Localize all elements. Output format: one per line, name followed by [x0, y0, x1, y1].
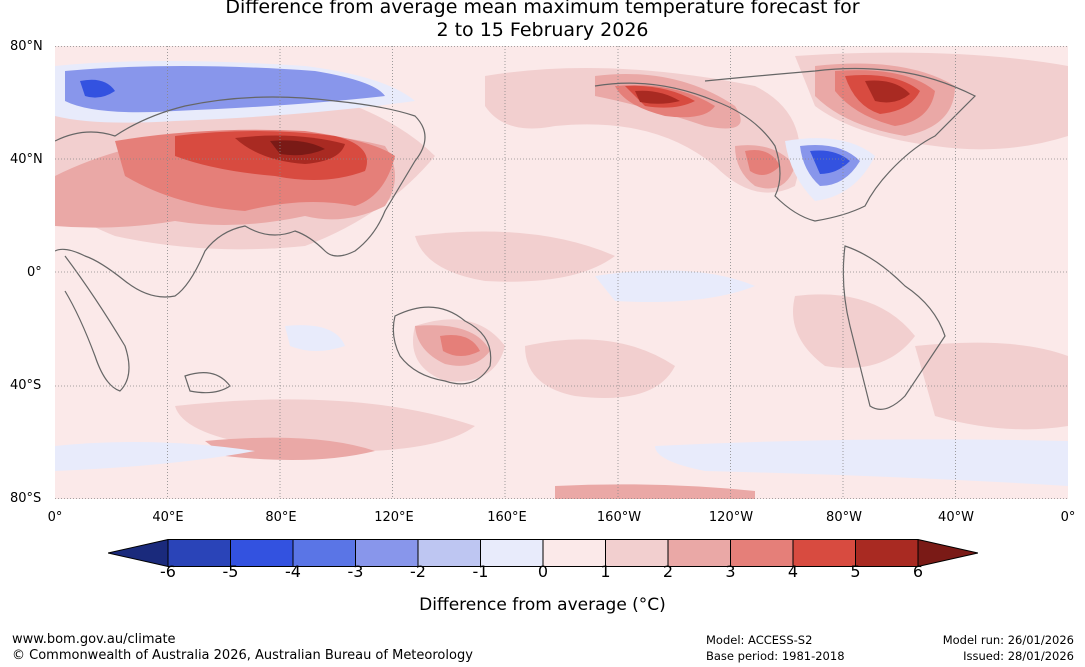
colorbar: [108, 539, 978, 568]
anomaly-strong-cold: [80, 79, 850, 174]
colorbar-tick-label: 5: [850, 562, 861, 581]
graticule: [55, 46, 1068, 499]
footer-model: Model: ACCESS-S2: [706, 633, 813, 647]
lon-label-40e: 40°E: [152, 510, 184, 525]
colorbar-extend-high: [917, 539, 978, 568]
colorbar-tick-label: 0: [537, 562, 549, 581]
lon-label-120e: 120°E: [374, 510, 414, 525]
colorbar-bin: [480, 539, 544, 567]
anomaly-max-warm: [270, 140, 325, 156]
colorbar-bin: [417, 539, 481, 567]
forecast-map: [55, 46, 1068, 499]
colorbar-bin: [667, 539, 731, 567]
lon-label-160e: 160°E: [487, 510, 527, 525]
colorbar-bin: [792, 539, 856, 567]
footer-model-run: Model run: 26/01/2026: [942, 633, 1074, 647]
colorbar-bin: [292, 539, 356, 567]
colorbar-tick-label: -3: [347, 562, 364, 581]
colorbar-tick-label: -5: [222, 562, 239, 581]
coastlines: [55, 67, 977, 410]
lon-label-120w: 120°W: [708, 510, 754, 525]
lon-label-160w: 160°W: [596, 510, 642, 525]
lat-label-40n: 40°N: [10, 152, 43, 167]
colorbar-bin: [355, 539, 419, 567]
colorbar-bin: [605, 539, 669, 567]
colorbar-tick-label: -4: [285, 562, 301, 581]
lat-label-equator: 0°: [27, 265, 42, 280]
colorbar-tick-label: -6: [160, 562, 176, 581]
colorbar-bin: [730, 539, 794, 567]
colorbar-tick-label: 6: [912, 562, 924, 581]
colorbar-tick-label: -2: [410, 562, 426, 581]
colorbar-bin: [542, 539, 606, 567]
footer-base-period: Base period: 1981-2018: [706, 649, 845, 663]
colorbar-extend-low: [108, 539, 169, 568]
title-line-2: 2 to 15 February 2026: [436, 19, 649, 41]
colorbar-bin: [855, 539, 919, 567]
lat-label-40s: 40°S: [10, 378, 42, 393]
colorbar-tick-label: 1: [600, 562, 611, 581]
colorbar-title: Difference from average (°C): [419, 595, 666, 615]
footer-copyright: © Commonwealth of Australia 2026, Austra…: [12, 648, 473, 663]
lon-label-80e: 80°E: [265, 510, 297, 525]
footer-issued: Issued: 28/01/2026: [963, 649, 1074, 663]
colorbar-tick-label: 3: [725, 562, 736, 581]
lon-label-0: 0°: [47, 510, 63, 525]
title-line-1: Difference from average mean maximum tem…: [225, 0, 860, 18]
colorbar-bin: [167, 539, 231, 567]
lon-label-0-right: 0°: [1060, 510, 1076, 525]
colorbar-tick-label: 4: [787, 562, 799, 581]
footer-url[interactable]: www.bom.gov.au/climate: [12, 632, 176, 647]
lon-label-80w: 80°W: [826, 510, 862, 525]
colorbar-tick-label: 2: [662, 562, 674, 581]
lat-label-80n: 80°N: [10, 39, 43, 54]
colorbar-bin: [230, 539, 294, 567]
map-title: Difference from average mean maximum tem…: [0, 0, 1085, 42]
lon-label-40w: 40°W: [938, 510, 974, 525]
colorbar-tick-label: -1: [472, 562, 489, 581]
lat-label-80s: 80°S: [10, 491, 42, 506]
